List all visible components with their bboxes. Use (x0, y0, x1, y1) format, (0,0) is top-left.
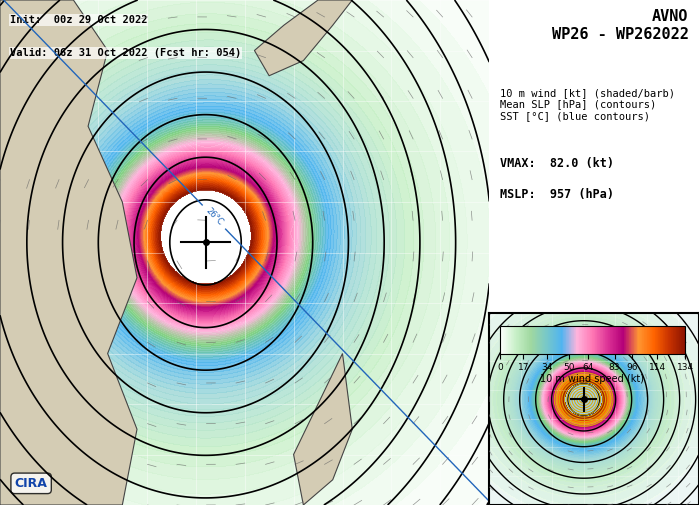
Polygon shape (0, 0, 137, 505)
Text: 26°C: 26°C (203, 207, 224, 228)
Text: AVNO
WP26 - WP262022: AVNO WP26 - WP262022 (552, 10, 689, 42)
Polygon shape (294, 354, 352, 505)
Text: VMAX:  82.0 (kt): VMAX: 82.0 (kt) (500, 157, 614, 170)
Text: Valid: 06z 31 Oct 2022 (Fcst hr: 054): Valid: 06z 31 Oct 2022 (Fcst hr: 054) (10, 48, 241, 58)
Text: CIRA: CIRA (15, 477, 48, 490)
Text: MSLP:  957 (hPa): MSLP: 957 (hPa) (500, 188, 614, 201)
Text: Init:  00z 29 Oct 2022: Init: 00z 29 Oct 2022 (10, 15, 147, 25)
X-axis label: 10 m wind speed (kt): 10 m wind speed (kt) (540, 374, 644, 384)
Polygon shape (254, 0, 352, 76)
Text: 10 m wind [kt] (shaded/barb)
Mean SLP [hPa] (contours)
SST [°C] (blue contours): 10 m wind [kt] (shaded/barb) Mean SLP [h… (500, 88, 675, 121)
